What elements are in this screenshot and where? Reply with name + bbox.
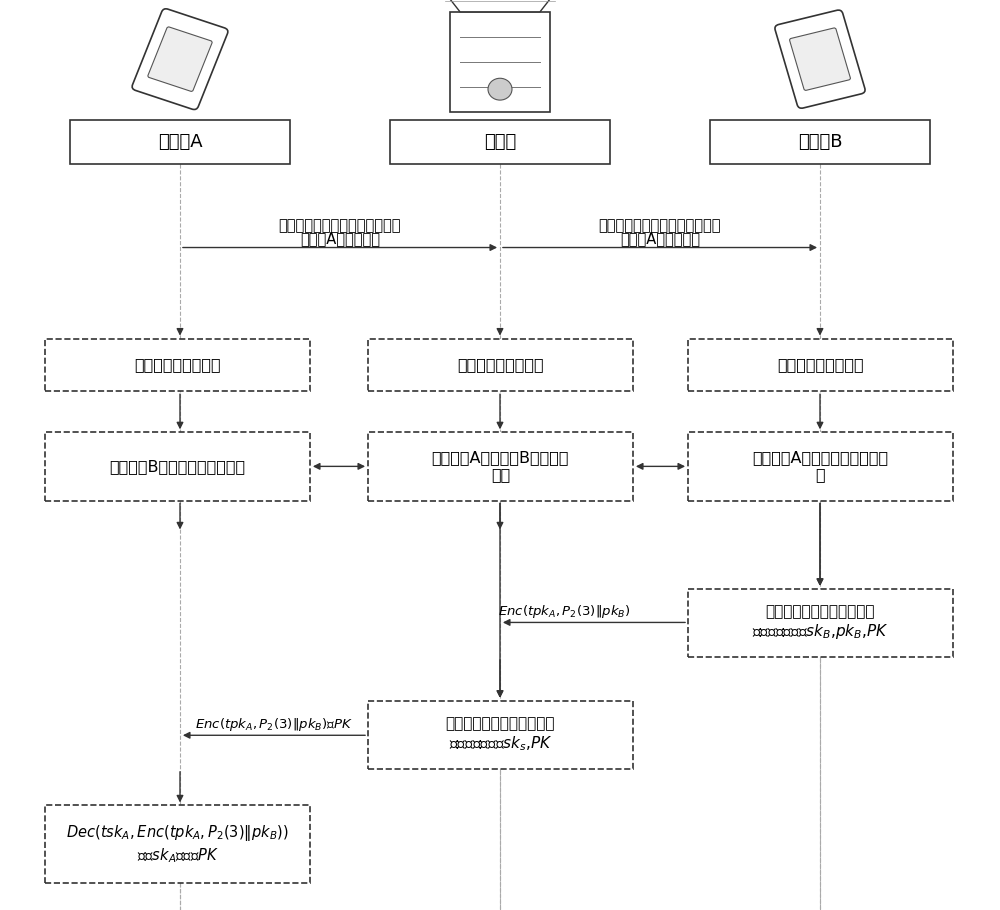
Text: 协同地址创建请求；请求中携带: 协同地址创建请求；请求中携带	[599, 218, 721, 233]
Text: 随机生成第三多项式: 随机生成第三多项式	[134, 358, 221, 372]
FancyBboxPatch shape	[368, 701, 633, 769]
FancyBboxPatch shape	[710, 120, 930, 164]
Text: $Enc(tpk_A,P_2(3)\|pk_B)$和$PK$: $Enc(tpk_A,P_2(3)\|pk_B)$和$PK$	[195, 716, 353, 733]
FancyBboxPatch shape	[45, 432, 310, 501]
FancyBboxPatch shape	[45, 339, 310, 391]
FancyBboxPatch shape	[70, 120, 290, 164]
FancyBboxPatch shape	[688, 432, 953, 501]
Circle shape	[488, 78, 512, 100]
Text: 客户端A的临时公钥: 客户端A的临时公钥	[620, 231, 700, 246]
Text: 客户端A: 客户端A	[158, 133, 202, 151]
Text: $Enc(tpk_A,P_2(3)\|pk_B)$: $Enc(tpk_A,P_2(3)\|pk_B)$	[498, 603, 630, 620]
Text: 随机生成第一多项式: 随机生成第一多项式	[457, 358, 544, 372]
Text: 根据第二多项式及交换获得
的函数值，生成$sk_B$,$pk_B$,$PK$: 根据第二多项式及交换获得 的函数值，生成$sk_B$,$pk_B$,$PK$	[752, 604, 889, 642]
Text: 随机生成第二多项式: 随机生成第二多项式	[777, 358, 864, 372]
FancyBboxPatch shape	[368, 339, 633, 391]
Text: 与客户端A和服务器交换函数数
值: 与客户端A和服务器交换函数数 值	[752, 450, 889, 482]
FancyBboxPatch shape	[390, 120, 610, 164]
FancyBboxPatch shape	[368, 432, 633, 501]
Text: $Dec(tsk_A,Enc(tpk_A,P_2(3)\|pk_B))$
生成$sk_A$并验证$PK$: $Dec(tsk_A,Enc(tpk_A,P_2(3)\|pk_B))$ 生成$…	[66, 824, 289, 864]
FancyBboxPatch shape	[688, 339, 953, 391]
FancyBboxPatch shape	[688, 589, 953, 657]
FancyBboxPatch shape	[790, 28, 850, 90]
FancyBboxPatch shape	[775, 10, 865, 108]
FancyBboxPatch shape	[45, 805, 310, 883]
Text: 根据第一多项式及交换获得
的函数值，生成$sk_s$,$PK$: 根据第一多项式及交换获得 的函数值，生成$sk_s$,$PK$	[446, 716, 555, 753]
Text: 与客户端B和服务器交换函数值: 与客户端B和服务器交换函数值	[109, 459, 246, 474]
Text: 客户端A的临时公钥: 客户端A的临时公钥	[300, 231, 380, 246]
Bar	[450, 12, 550, 112]
Text: 客户端B: 客户端B	[798, 133, 842, 151]
FancyBboxPatch shape	[132, 9, 228, 109]
Text: 服务器: 服务器	[484, 133, 516, 151]
Text: 协同地址创建请求；请求中携带: 协同地址创建请求；请求中携带	[279, 218, 401, 233]
FancyBboxPatch shape	[148, 27, 212, 91]
Polygon shape	[435, 0, 565, 12]
Text: 与客户端A和客户端B交换函数
数值: 与客户端A和客户端B交换函数 数值	[432, 450, 569, 482]
